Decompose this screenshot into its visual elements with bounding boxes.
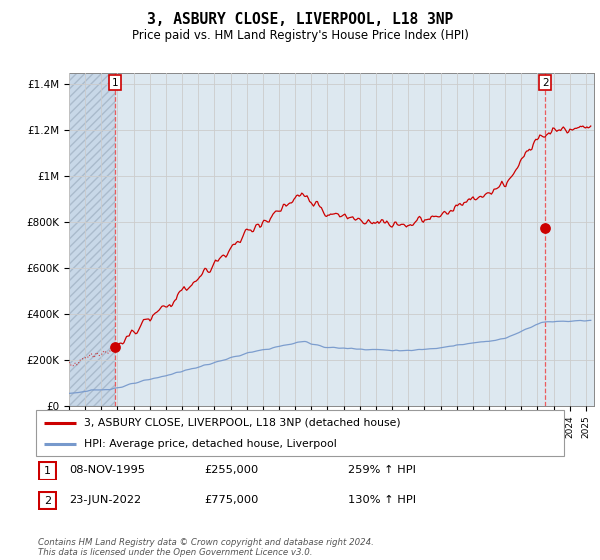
- FancyBboxPatch shape: [36, 410, 564, 456]
- Bar: [69, 73, 115, 406]
- FancyBboxPatch shape: [39, 463, 56, 479]
- Text: 2: 2: [44, 496, 51, 506]
- Text: 1: 1: [44, 466, 51, 476]
- Text: 23-JUN-2022: 23-JUN-2022: [69, 495, 141, 505]
- Text: 259% ↑ HPI: 259% ↑ HPI: [348, 465, 416, 475]
- Text: £775,000: £775,000: [204, 495, 259, 505]
- Text: Price paid vs. HM Land Registry's House Price Index (HPI): Price paid vs. HM Land Registry's House …: [131, 29, 469, 42]
- Text: £255,000: £255,000: [204, 465, 258, 475]
- Point: [110, 343, 120, 352]
- Text: 1: 1: [112, 78, 119, 88]
- Text: 130% ↑ HPI: 130% ↑ HPI: [348, 495, 416, 505]
- Text: 08-NOV-1995: 08-NOV-1995: [69, 465, 145, 475]
- Point: [541, 223, 550, 232]
- Text: 3, ASBURY CLOSE, LIVERPOOL, L18 3NP: 3, ASBURY CLOSE, LIVERPOOL, L18 3NP: [147, 12, 453, 27]
- Text: 2: 2: [542, 78, 548, 88]
- Text: HPI: Average price, detached house, Liverpool: HPI: Average price, detached house, Live…: [83, 439, 336, 449]
- FancyBboxPatch shape: [39, 492, 56, 509]
- Text: Contains HM Land Registry data © Crown copyright and database right 2024.
This d: Contains HM Land Registry data © Crown c…: [38, 538, 374, 557]
- Text: 3, ASBURY CLOSE, LIVERPOOL, L18 3NP (detached house): 3, ASBURY CLOSE, LIVERPOOL, L18 3NP (det…: [83, 418, 400, 428]
